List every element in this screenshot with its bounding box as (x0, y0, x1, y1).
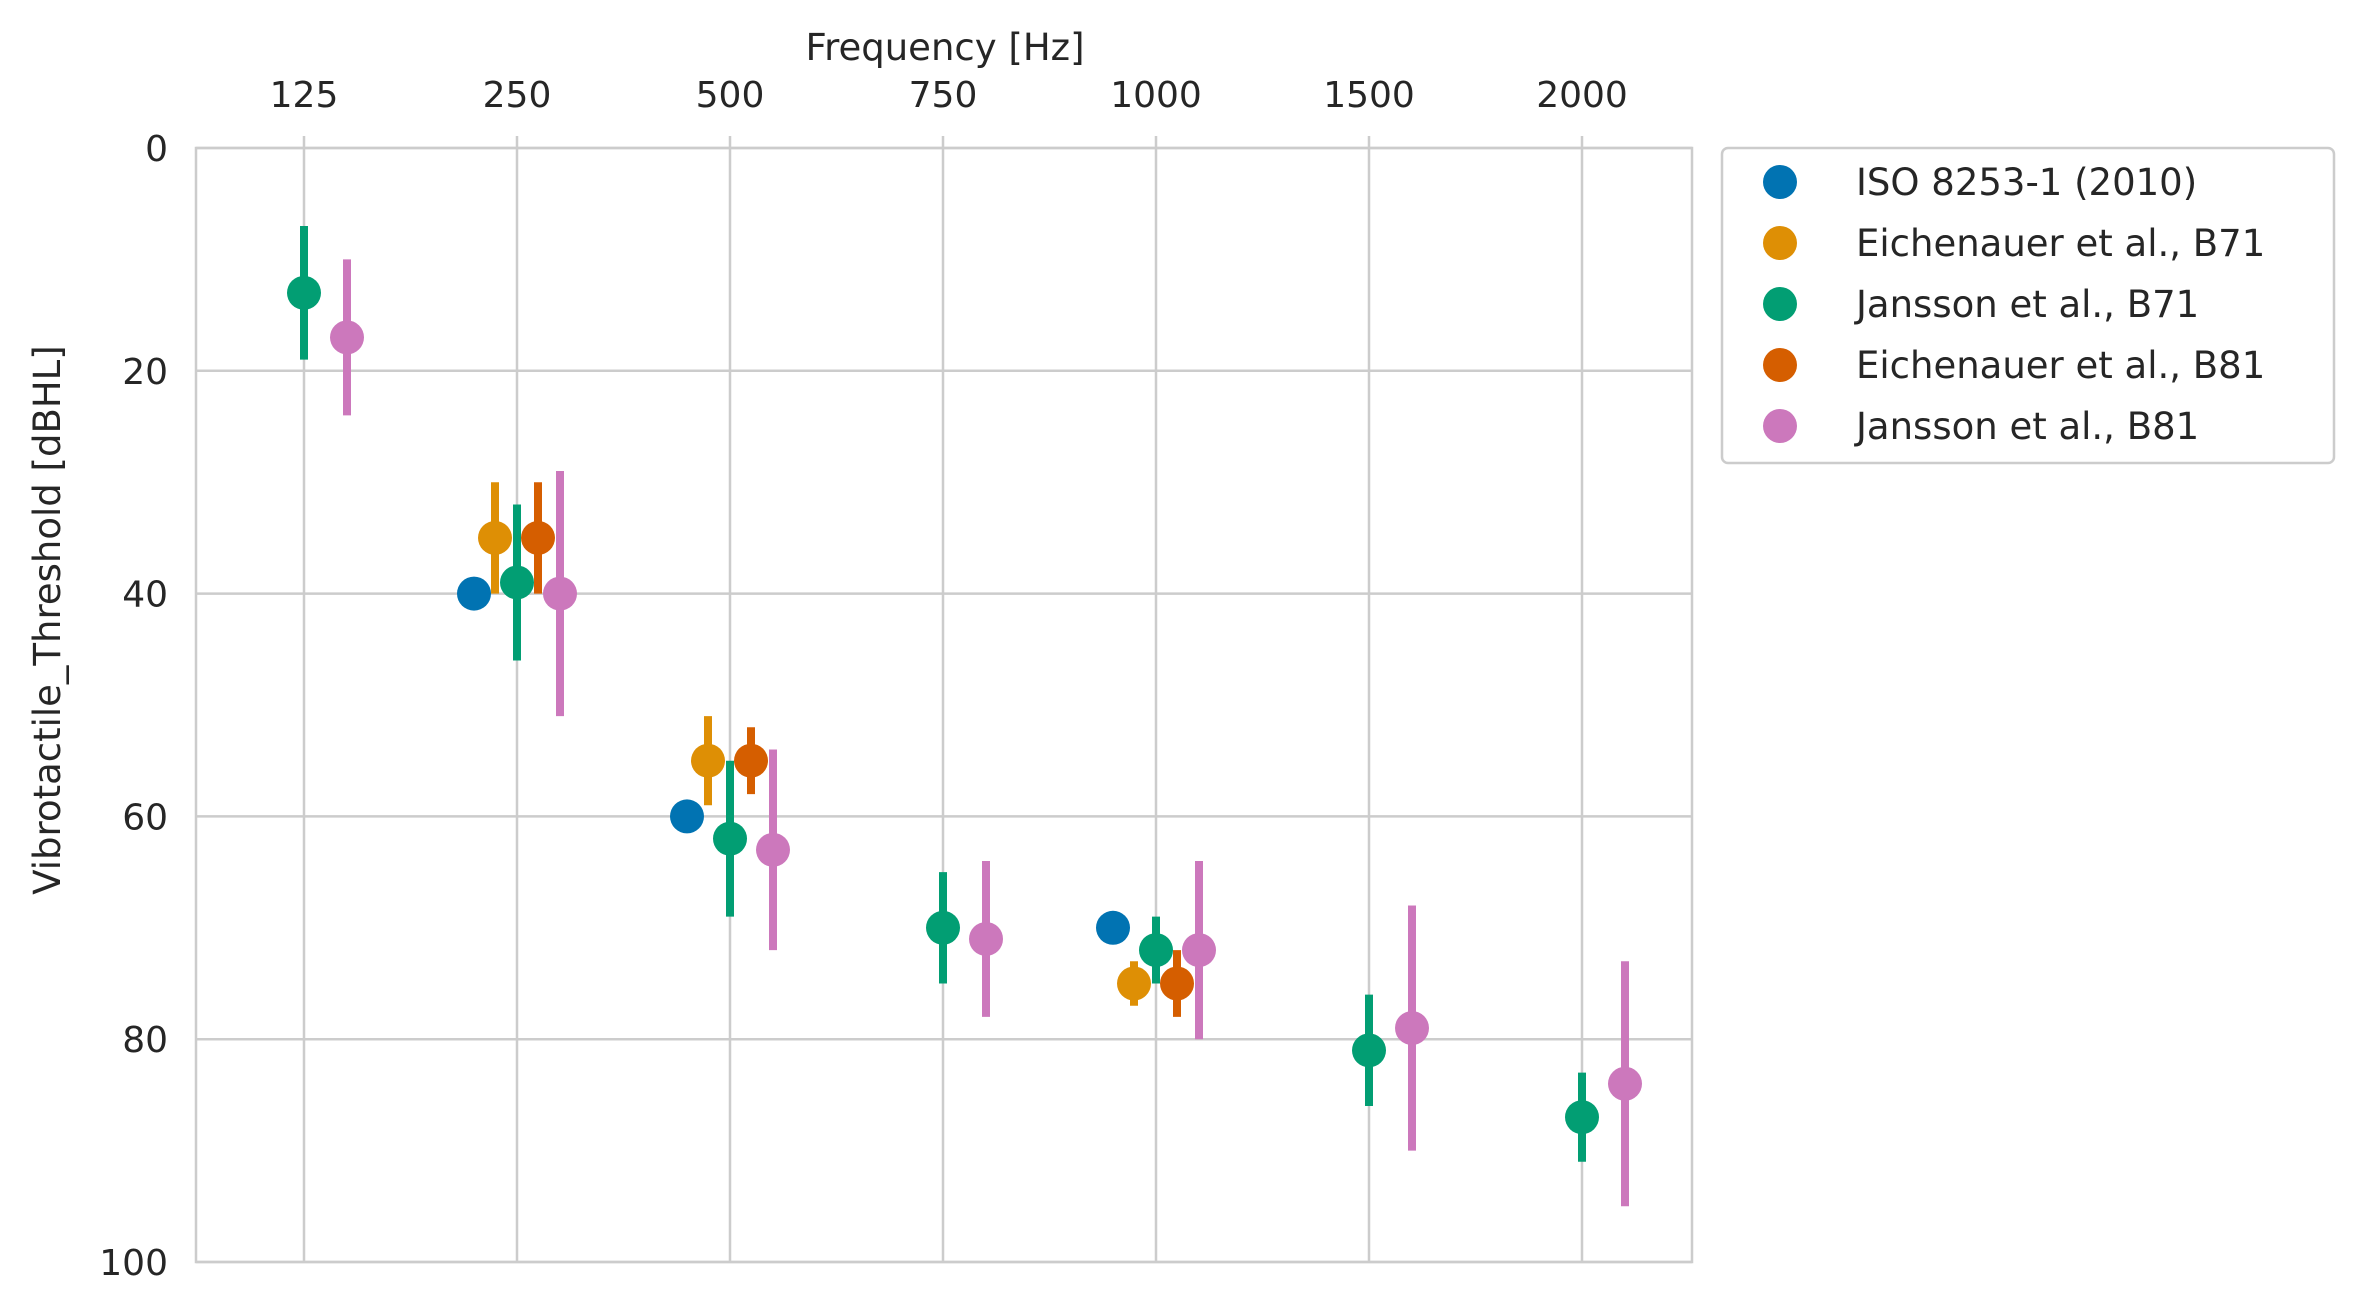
legend-frame (1720, 146, 2336, 465)
x-tick-label: 2000 (1536, 75, 1628, 116)
data-point (521, 520, 555, 555)
y-tick-label: 0 (145, 129, 168, 170)
data-point (1139, 933, 1173, 968)
y-tick-label: 20 (122, 352, 168, 393)
data-point (1352, 1033, 1386, 1068)
data-point (1608, 1066, 1642, 1101)
legend-label: Jansson et al., B71 (1854, 283, 2199, 326)
legend-label: Eichenauer et al., B81 (1856, 344, 2265, 387)
data-point (1395, 1011, 1429, 1046)
x-tick-label: 1000 (1110, 75, 1202, 116)
data-point (287, 275, 321, 310)
x-tick-label: 125 (270, 75, 339, 116)
data-points (287, 275, 1642, 1135)
data-point (478, 520, 512, 555)
legend-label: ISO 8253-1 (2010) (1856, 161, 2197, 204)
data-point (969, 921, 1003, 956)
x-tick-label: 500 (696, 75, 765, 116)
legend-marker (1763, 409, 1797, 443)
legend-marker (1763, 287, 1797, 321)
y-tick-label: 100 (99, 1243, 168, 1284)
legend-marker (1763, 348, 1797, 382)
x-tick-label: 750 (909, 75, 978, 116)
y-tick-labels: 0 20 40 60 80 100 (99, 129, 168, 1284)
data-point (670, 799, 704, 834)
legend-marker (1763, 165, 1797, 199)
data-point (457, 576, 491, 611)
data-point (691, 743, 725, 778)
x-axis-title: Frequency [Hz] (805, 26, 1084, 69)
data-point (543, 576, 577, 611)
plot-frame (194, 146, 1694, 1264)
data-point (1182, 933, 1216, 968)
data-point (756, 832, 790, 867)
data-point (330, 320, 364, 355)
legend-label: Jansson et al., B81 (1854, 405, 2199, 448)
data-point (926, 910, 960, 945)
plot-area-border (194, 146, 1694, 1264)
y-tick-label: 60 (122, 797, 168, 838)
data-point (734, 743, 768, 778)
data-point (500, 565, 534, 600)
legend-marker (1763, 226, 1797, 260)
x-tick-label: 250 (483, 75, 552, 116)
y-axis-title: Vibrotactile_Threshold [dBHL] (26, 345, 69, 894)
data-point (1160, 966, 1194, 1001)
data-point (713, 821, 747, 856)
data-point (1565, 1100, 1599, 1135)
data-point (1096, 910, 1130, 945)
x-tick-labels: 125 250 500 750 1000 1500 2000 (270, 75, 1628, 116)
x-tick-label: 1500 (1323, 75, 1415, 116)
y-tick-label: 80 (122, 1020, 168, 1061)
data-point (1117, 966, 1151, 1001)
y-tick-label: 40 (122, 575, 168, 616)
legend-label: Eichenauer et al., B71 (1856, 222, 2265, 265)
legend: ISO 8253-1 (2010) Eichenauer et al., B71 J… (1720, 146, 2336, 465)
